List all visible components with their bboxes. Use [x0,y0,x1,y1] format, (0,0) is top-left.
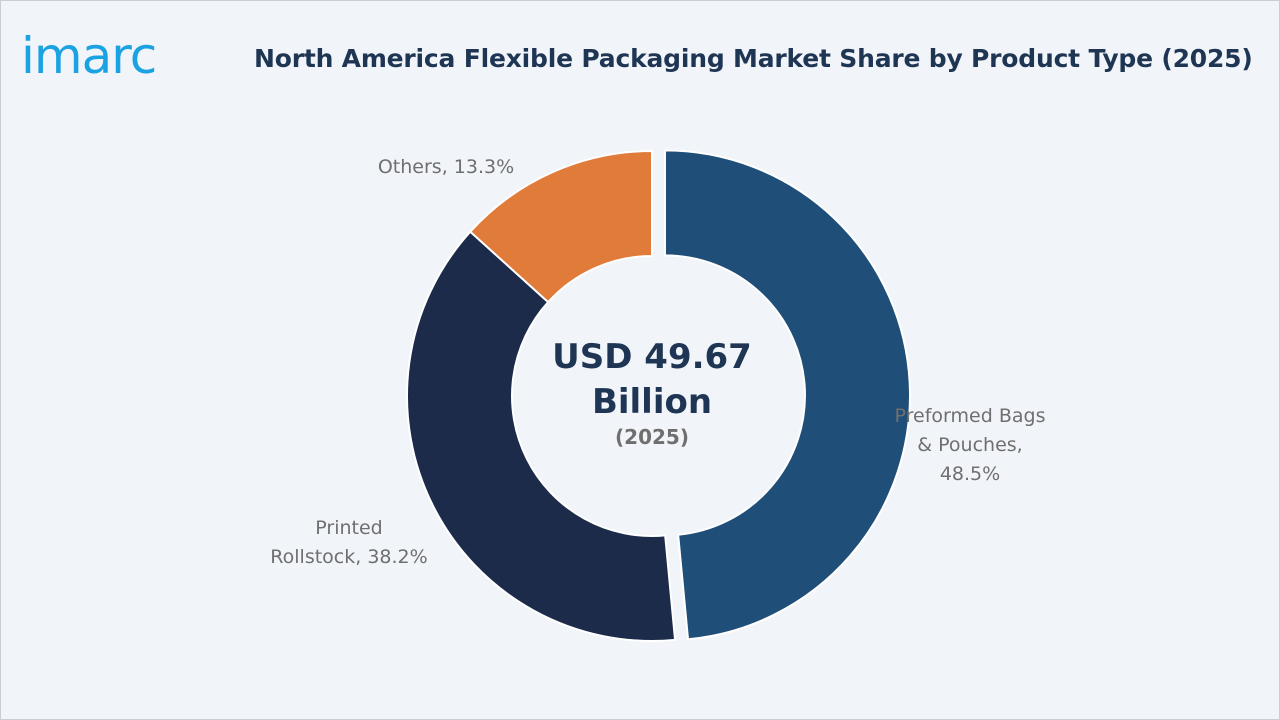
logo-text: imarc [21,27,156,85]
donut-slice-others [468,149,653,304]
chart-title: North America Flexible Packaging Market … [254,44,1253,73]
donut-slice-preformed-bags-pouches [663,149,911,641]
donut-slice-printed-rollstock [406,230,677,642]
center-unit: Billion [592,382,712,422]
center-amount: USD 49.67 [552,337,752,377]
slice-label-others: Others, 13.3% [378,156,514,178]
slice-label-printed-rollstock: Printed Rollstock, 38.2% [270,517,427,568]
imarc-logo: imarc [21,27,157,85]
slice-label-preformed-bags-pouches: Preformed Bags & Pouches, 48.5% [895,405,1046,485]
center-year: (2025) [615,425,689,449]
